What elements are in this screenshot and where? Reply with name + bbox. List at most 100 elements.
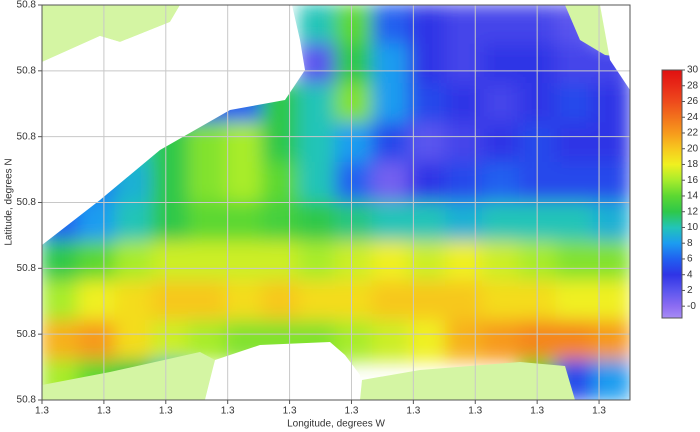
cell [371,320,411,362]
colorbar-tick-label: 14 [687,191,699,202]
cell [114,280,154,322]
cell [298,83,337,125]
y-axis-label: Latitude, degrees N [4,158,15,245]
no-data [205,342,360,400]
cell [592,280,630,322]
cell [518,83,558,125]
colorbar-tick-label: 4 [687,269,693,280]
colorbar-tick-label: -0 [687,301,696,312]
cell [555,201,595,243]
cell [445,43,484,85]
cell [555,280,595,322]
cell [261,241,301,283]
cell [445,83,484,125]
cell [592,201,630,243]
y-tick-label: 50.8 [17,131,37,142]
x-tick-label: 1.3 [97,406,111,417]
colorbar-tick-label: 30 [687,65,699,76]
cell [188,280,227,322]
colorbar [661,69,683,319]
colorbar-tick-label: 26 [687,96,699,107]
x-tick-label: 1.3 [530,406,544,417]
colorbar-tick-label: 8 [687,238,693,249]
colorbar-tick-label: 22 [687,128,699,139]
cell [482,43,521,85]
cell [335,201,374,243]
x-tick-label: 1.3 [35,406,49,417]
cell [151,320,190,362]
cell [482,320,521,362]
cell [188,162,227,204]
cell [482,5,521,46]
cell [77,280,117,322]
cell [224,122,264,164]
y-tick-label: 50.8 [17,0,37,11]
y-tick-label: 50.8 [17,65,37,76]
cell [555,122,595,164]
cell [151,201,190,243]
cell [151,241,190,283]
cell [261,201,301,243]
cell [224,162,264,204]
x-tick-label: 1.3 [345,406,359,417]
cell [518,162,558,204]
no-data [42,5,305,245]
y-tick-label: 50.8 [17,263,37,274]
cell [592,83,630,125]
colorbar-tick-label: 18 [687,159,699,170]
cell [518,5,558,46]
cell [445,201,484,243]
cell [261,122,301,164]
cell [518,43,558,85]
land-area [42,5,180,62]
cell [371,5,411,46]
cell [335,122,374,164]
cell [42,280,80,322]
cell [592,122,630,164]
cell [518,122,558,164]
cell [371,162,411,204]
cell [114,320,154,362]
cell [42,241,80,283]
cell [518,201,558,243]
cell [77,241,117,283]
colorbar-tick-label: 2 [687,285,693,296]
cell [188,201,227,243]
colorbar-tick-label: 24 [687,112,699,123]
cell [335,83,374,125]
cell [298,122,337,164]
x-tick-label: 1.3 [221,406,235,417]
cell [298,241,337,283]
cell [555,320,595,362]
cell [408,320,448,362]
y-tick-label: 50.8 [17,329,37,340]
no-data [600,5,630,90]
cell [335,241,374,283]
cell [371,241,411,283]
cell [482,83,521,125]
colorbar-tick-label: 16 [687,175,699,186]
cell [298,162,337,204]
cell [445,122,484,164]
cell [371,122,411,164]
cell [408,280,448,322]
x-tick-label: 1.3 [406,406,420,417]
colorbar-tick-label: 28 [687,80,699,91]
cell [335,280,374,322]
cell [261,280,301,322]
cell [482,241,521,283]
cell [77,320,117,362]
cell [151,280,190,322]
colorbar-tick-label: 20 [687,143,699,154]
y-tick-label: 50.8 [17,395,37,406]
cell [555,43,595,85]
cell [555,162,595,204]
cell [482,280,521,322]
colorbar-tick-label: 12 [687,206,699,217]
cell [371,83,411,125]
cell [42,320,80,362]
x-tick-label: 1.3 [283,406,297,417]
cell [408,162,448,204]
colorbar-tick-label: 10 [687,222,699,233]
cell [408,122,448,164]
